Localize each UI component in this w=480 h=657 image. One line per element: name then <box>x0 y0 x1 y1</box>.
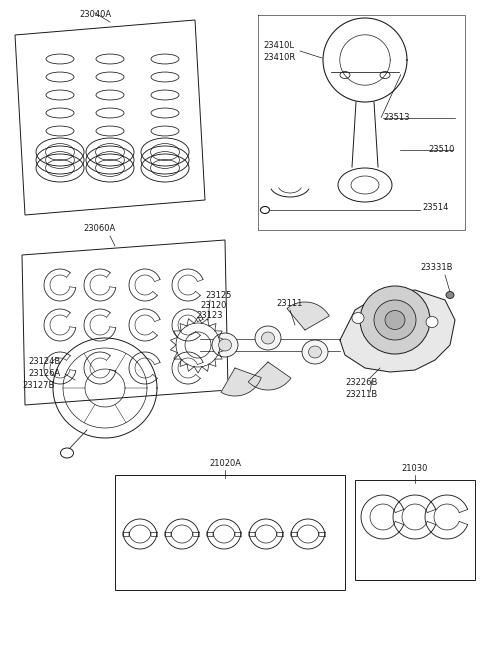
Text: 23211B: 23211B <box>345 390 377 399</box>
Text: 23510: 23510 <box>429 145 455 154</box>
Ellipse shape <box>360 286 430 354</box>
Text: 23125: 23125 <box>205 291 231 300</box>
Text: 23126A: 23126A <box>28 369 60 378</box>
Polygon shape <box>287 302 329 330</box>
Text: 23226B: 23226B <box>345 378 377 387</box>
Text: 23060A: 23060A <box>84 224 116 233</box>
Ellipse shape <box>374 300 416 340</box>
Text: 23410R: 23410R <box>263 53 295 62</box>
Ellipse shape <box>302 340 328 364</box>
Polygon shape <box>340 290 455 372</box>
Text: 23124B: 23124B <box>28 357 60 367</box>
Bar <box>115 475 345 590</box>
Text: 23040A: 23040A <box>79 10 111 19</box>
Text: 23331B: 23331B <box>420 263 453 272</box>
Polygon shape <box>248 362 291 390</box>
Ellipse shape <box>426 317 438 327</box>
Text: 23120: 23120 <box>200 301 227 310</box>
Text: 23410L: 23410L <box>263 41 294 49</box>
Text: 23123: 23123 <box>196 311 223 320</box>
Ellipse shape <box>218 339 231 351</box>
Ellipse shape <box>385 311 405 330</box>
Text: 23514: 23514 <box>422 204 448 212</box>
Ellipse shape <box>352 313 364 323</box>
Text: 23127B: 23127B <box>22 382 54 390</box>
Polygon shape <box>221 368 261 396</box>
Bar <box>355 480 475 580</box>
Text: 23111: 23111 <box>277 299 303 308</box>
Ellipse shape <box>309 346 322 358</box>
Text: 21020A: 21020A <box>209 459 241 468</box>
Ellipse shape <box>262 332 275 344</box>
Ellipse shape <box>212 333 238 357</box>
Ellipse shape <box>446 292 454 298</box>
Text: 21030: 21030 <box>402 464 428 473</box>
Text: 23513: 23513 <box>383 114 409 122</box>
Ellipse shape <box>255 326 281 350</box>
